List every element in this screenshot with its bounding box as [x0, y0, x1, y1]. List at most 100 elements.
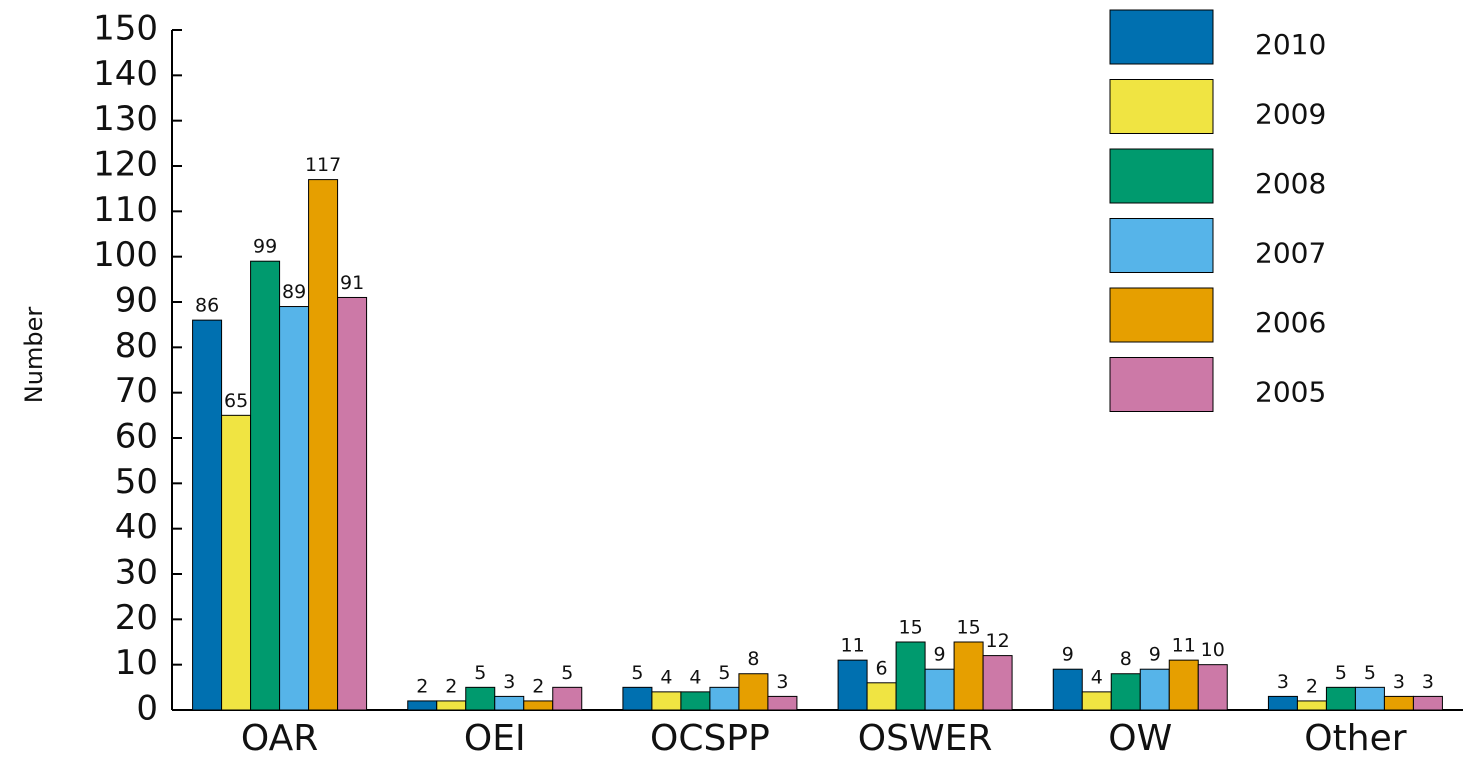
bar [1110, 673, 1141, 711]
value-label: 4 [689, 666, 701, 688]
bar [1383, 695, 1414, 711]
bar [1081, 691, 1112, 711]
y-tick-label: 0 [136, 689, 158, 729]
legend-swatch [1109, 79, 1214, 134]
y-tick-label: 40 [115, 507, 158, 547]
bar [953, 641, 984, 711]
legend-swatch [1109, 9, 1214, 65]
bar [1139, 668, 1170, 711]
value-label: 5 [474, 662, 486, 684]
bar [337, 296, 368, 711]
value-label: 5 [1364, 662, 1376, 684]
value-label: 15 [956, 617, 980, 639]
y-tick-label: 130 [93, 99, 158, 139]
value-label: 8 [1120, 648, 1132, 670]
y-axis-label: Number [20, 307, 48, 404]
value-label: 3 [1422, 671, 1434, 693]
y-tick-label: 60 [115, 417, 158, 457]
y-tick-label: 10 [115, 643, 158, 683]
value-label: 3 [1393, 671, 1405, 693]
bar [767, 695, 798, 711]
x-tick-label: OSWER [858, 718, 993, 759]
bar [1354, 686, 1385, 711]
legend-swatch [1109, 287, 1214, 343]
legend-label: 2010 [1255, 28, 1326, 61]
bar [552, 686, 583, 711]
bar [1296, 700, 1327, 711]
legend-label: 2006 [1255, 306, 1326, 339]
value-label: 5 [631, 662, 643, 684]
y-tick-label: 80 [115, 326, 158, 366]
value-label: 65 [224, 390, 248, 412]
bar [1052, 668, 1083, 711]
value-label: 89 [282, 281, 306, 303]
value-label: 5 [561, 662, 573, 684]
value-label: 5 [718, 662, 730, 684]
value-label: 3 [503, 671, 515, 693]
y-tick-label: 20 [115, 598, 158, 638]
value-label: 9 [934, 644, 946, 666]
y-tick-label: 100 [93, 235, 158, 275]
bar [1325, 686, 1356, 711]
bar [465, 686, 496, 711]
legend-swatch [1109, 357, 1214, 412]
value-label: 9 [1062, 644, 1074, 666]
bar [837, 659, 868, 711]
value-label: 6 [876, 657, 888, 679]
value-label: 12 [985, 630, 1009, 652]
value-label: 2 [532, 675, 544, 697]
value-label: 5 [1335, 662, 1347, 684]
value-label: 2 [445, 675, 457, 697]
x-tick-label: OCSPP [650, 718, 770, 759]
y-tick-label: 70 [115, 371, 158, 411]
y-tick-label: 110 [93, 190, 158, 230]
value-label: 3 [776, 671, 788, 693]
bar [523, 700, 554, 711]
legend-label: 2005 [1255, 376, 1326, 409]
y-tick-label: 140 [93, 54, 158, 94]
y-tick-label: 120 [93, 145, 158, 185]
value-label: 117 [305, 154, 341, 176]
bar [924, 668, 955, 711]
value-label: 86 [195, 295, 219, 317]
bar [221, 414, 252, 711]
y-tick-label: 150 [93, 9, 158, 49]
bar [982, 655, 1013, 711]
legend-label: 2009 [1255, 98, 1326, 131]
y-tick-label: 50 [115, 462, 158, 502]
x-tick-label: OW [1108, 718, 1172, 759]
bar [1168, 659, 1199, 711]
value-label: 2 [1306, 675, 1318, 697]
legend-swatch [1109, 218, 1214, 273]
value-label: 9 [1149, 644, 1161, 666]
bar [651, 691, 682, 711]
bar [866, 682, 897, 711]
bar [709, 686, 740, 711]
value-label: 10 [1201, 639, 1225, 661]
x-tick-label: OAR [241, 718, 318, 759]
legend-label: 2007 [1255, 237, 1326, 270]
x-tick-label: OEI [464, 718, 526, 759]
legend-swatch [1109, 148, 1214, 204]
bar [1197, 664, 1228, 711]
value-label: 11 [1172, 635, 1196, 657]
y-tick-label: 90 [115, 281, 158, 321]
bar [279, 306, 310, 711]
bar [895, 641, 926, 711]
bar [407, 700, 438, 711]
bar [250, 260, 281, 711]
y-tick-label: 30 [115, 553, 158, 593]
bar [494, 695, 525, 711]
bar [680, 691, 711, 711]
value-label: 91 [340, 272, 364, 294]
value-label: 3 [1277, 671, 1289, 693]
value-label: 8 [747, 648, 759, 670]
bar [308, 179, 339, 711]
bar [192, 319, 223, 711]
bar [622, 686, 653, 711]
value-label: 2 [416, 675, 428, 697]
bar [1267, 695, 1298, 711]
bar [738, 673, 769, 711]
x-tick-label: Other [1304, 718, 1406, 759]
